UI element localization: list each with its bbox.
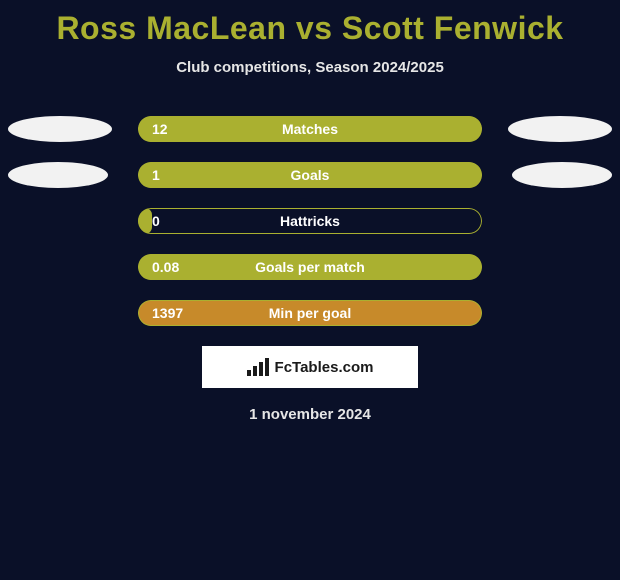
stat-row: 0.08Goals per match xyxy=(0,252,620,282)
stat-bar: 0Hattricks xyxy=(138,208,482,234)
stat-bar-fill xyxy=(138,254,482,280)
stat-bar: 12Matches xyxy=(138,116,482,142)
right-blob xyxy=(512,162,612,188)
stat-bar-fill xyxy=(138,300,482,326)
page-title: Ross MacLean vs Scott Fenwick xyxy=(0,0,620,47)
stat-bar-fill xyxy=(138,116,482,142)
right-blob xyxy=(508,116,612,142)
stat-row: 12Matches xyxy=(0,114,620,144)
stat-value: 1 xyxy=(152,162,160,188)
stat-bar-fill xyxy=(138,162,482,188)
stat-row: 1Goals xyxy=(0,160,620,190)
subtitle: Club competitions, Season 2024/2025 xyxy=(0,59,620,76)
stat-row: 0Hattricks xyxy=(0,206,620,236)
stats-area: 12Matches 1Goals 0Hattricks 0.08Goals per m… xyxy=(0,114,620,328)
stat-row: 1397Min per goal xyxy=(0,298,620,328)
stat-value: 12 xyxy=(152,116,168,142)
stat-value: 0.08 xyxy=(152,254,179,280)
date-line: 1 november 2024 xyxy=(0,406,620,423)
brand-text: FcTables.com xyxy=(275,359,374,376)
stat-bar: 0.08Goals per match xyxy=(138,254,482,280)
stat-bar: 1Goals xyxy=(138,162,482,188)
brand-box[interactable]: FcTables.com xyxy=(202,346,418,388)
bars-chart-icon xyxy=(247,358,269,376)
left-blob xyxy=(8,116,112,142)
stat-value: 0 xyxy=(152,208,160,234)
stat-value: 1397 xyxy=(152,300,183,326)
stat-bar: 1397Min per goal xyxy=(138,300,482,326)
stat-bar-fill xyxy=(138,208,152,234)
stat-bar-border xyxy=(138,208,482,234)
stat-label: Hattricks xyxy=(138,208,482,234)
left-blob xyxy=(8,162,108,188)
